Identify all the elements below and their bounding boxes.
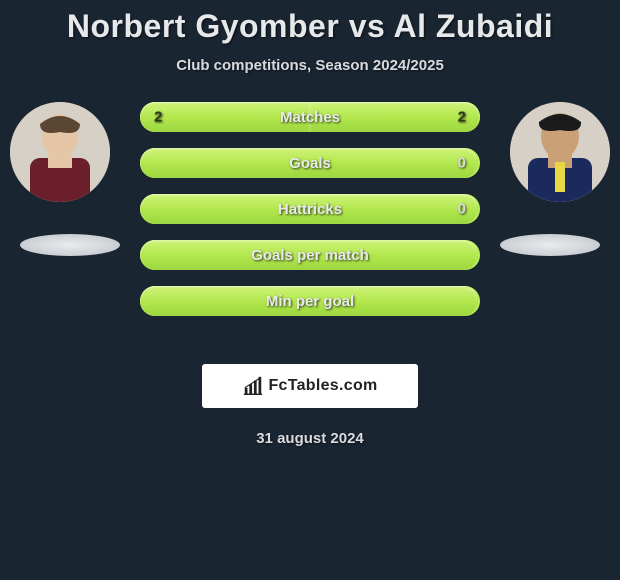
comparison-card: Norbert Gyomber vs Al Zubaidi Club compe… [0, 0, 620, 447]
stat-value-right: 0 [458, 155, 466, 172]
avatar-placeholder-icon [510, 102, 610, 202]
stat-label: Min per goal [266, 293, 354, 310]
pedestal-right [500, 234, 600, 256]
card-subtitle: Club competitions, Season 2024/2025 [0, 57, 620, 74]
stat-value-left: 2 [154, 109, 162, 126]
stat-rows: Matches 2 2 Goals 0 Hattricks 0 Goals per match… [140, 102, 480, 332]
avatar-placeholder-icon [10, 102, 110, 202]
stat-label: Goals [289, 155, 331, 172]
stat-row: Min per goal [140, 286, 480, 316]
stat-row: Goals per match [140, 240, 480, 270]
arena: Matches 2 2 Goals 0 Hattricks 0 Goals per match… [0, 102, 620, 362]
bar-chart-icon [242, 375, 264, 397]
stat-row: Hattricks 0 [140, 194, 480, 224]
stat-row: Matches 2 2 [140, 102, 480, 132]
stat-value-right: 0 [458, 201, 466, 218]
stat-label: Hattricks [278, 201, 342, 218]
stat-label: Goals per match [251, 247, 369, 264]
stat-label: Matches [280, 109, 340, 126]
source-logo-text: FcTables.com [268, 377, 377, 395]
pedestal-left [20, 234, 120, 256]
source-logo: FcTables.com [202, 364, 418, 408]
player-left-avatar [10, 102, 110, 202]
card-date: 31 august 2024 [0, 430, 620, 447]
card-title: Norbert Gyomber vs Al Zubaidi [0, 8, 620, 45]
stat-row: Goals 0 [140, 148, 480, 178]
stat-value-right: 2 [458, 109, 466, 126]
player-right-avatar [510, 102, 610, 202]
